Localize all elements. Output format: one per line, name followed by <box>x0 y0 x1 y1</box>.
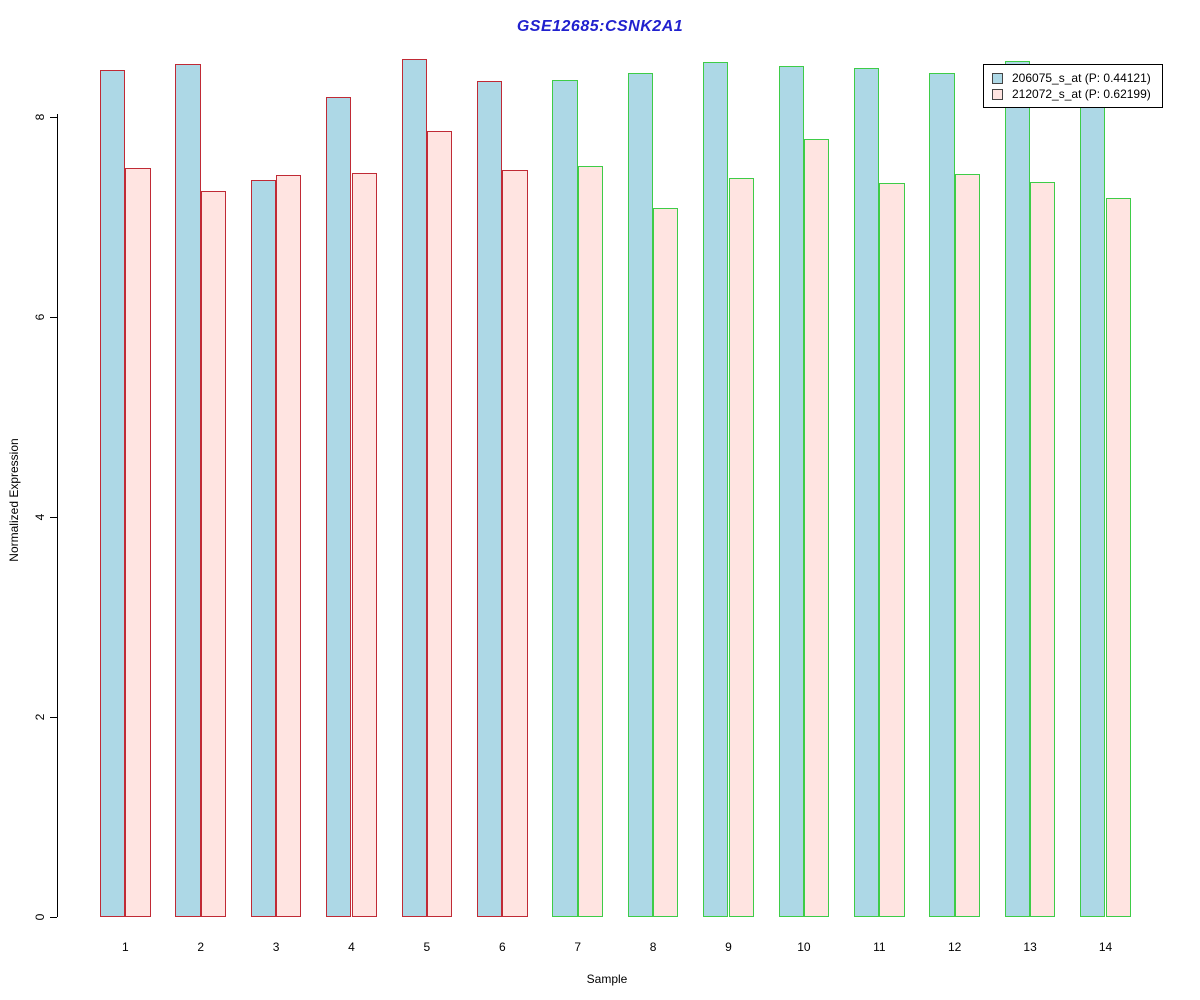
y-tick-label-4: 4 <box>33 513 47 521</box>
x-category-label-7: 7 <box>574 940 582 954</box>
chart-title: GSE12685:CSNK2A1 <box>516 18 684 35</box>
x-category-label-9: 9 <box>725 940 732 954</box>
y-axis-line <box>57 114 58 917</box>
bar-212072_s_at-sample-3 <box>276 175 302 917</box>
x-category-label-2: 2 <box>197 940 205 954</box>
legend-swatch-blue <box>992 72 1003 84</box>
bar-206075_s_at-sample-11 <box>854 68 880 917</box>
bar-212072_s_at-sample-8 <box>653 208 679 917</box>
x-category-label-12: 12 <box>948 940 962 954</box>
x-category-label-1: 1 <box>121 940 129 954</box>
x-category-label-5: 5 <box>423 940 431 954</box>
bar-206075_s_at-sample-7 <box>552 80 578 917</box>
y-tick-label-8: 8 <box>33 113 47 121</box>
bar-206075_s_at-sample-1 <box>100 70 126 917</box>
legend-label: 212072_s_at (P: 0.62199) <box>1012 87 1151 101</box>
bar-206075_s_at-sample-5 <box>401 59 427 917</box>
bar-212072_s_at-sample-4 <box>351 173 377 917</box>
y-tick-label-0: 0 <box>33 913 47 921</box>
x-category-label-14: 14 <box>1098 940 1113 954</box>
y-tick-8 <box>50 117 57 118</box>
x-category-label-13: 13 <box>1023 940 1037 954</box>
x-category-label-11: 11 <box>873 940 886 954</box>
legend-item-206075: 206075_s_at (P: 0.44121) <box>992 70 1156 86</box>
bar-206075_s_at-sample-14 <box>1080 72 1106 917</box>
y-axis-title: Normalized Expression <box>7 438 21 562</box>
bar-212072_s_at-sample-13 <box>1030 182 1056 917</box>
bar-212072_s_at-sample-11 <box>879 183 905 917</box>
bar-206075_s_at-sample-4 <box>326 97 352 917</box>
y-tick-2 <box>50 717 57 718</box>
bar-206075_s_at-sample-8 <box>627 73 654 917</box>
x-category-label-6: 6 <box>498 940 506 954</box>
bar-206075_s_at-sample-9 <box>703 62 729 917</box>
x-category-label-3: 3 <box>272 940 280 954</box>
y-tick-6 <box>50 317 57 318</box>
bar-212072_s_at-sample-5 <box>426 131 453 917</box>
bar-206075_s_at-sample-12 <box>929 73 955 917</box>
bar-212072_s_at-sample-14 <box>1105 198 1131 917</box>
bar-212072_s_at-sample-1 <box>125 168 151 917</box>
bar-206075_s_at-sample-10 <box>778 66 804 917</box>
bar-212072_s_at-sample-6 <box>502 170 528 917</box>
bar-212072_s_at-sample-10 <box>803 139 830 917</box>
bar-206075_s_at-sample-2 <box>175 64 201 917</box>
legend-swatch-pink <box>992 88 1003 100</box>
x-axis-title: Sample <box>586 972 628 986</box>
bar-212072_s_at-sample-12 <box>954 174 980 917</box>
x-category-label-10: 10 <box>797 940 811 954</box>
y-tick-label-2: 2 <box>33 713 47 721</box>
x-category-label-4: 4 <box>348 940 355 954</box>
legend-item-212072: 212072_s_at (P: 0.62199) <box>992 86 1156 102</box>
bar-212072_s_at-sample-9 <box>728 178 754 917</box>
bar-206075_s_at-sample-3 <box>250 180 277 917</box>
y-tick-label-6: 6 <box>33 313 47 321</box>
bar-212072_s_at-sample-2 <box>200 191 226 917</box>
y-tick-4 <box>50 517 57 518</box>
bar-212072_s_at-sample-7 <box>577 166 603 917</box>
bar-206075_s_at-sample-13 <box>1004 61 1031 917</box>
bar-206075_s_at-sample-6 <box>477 81 503 917</box>
y-tick-0 <box>50 917 57 918</box>
legend-label: 206075_s_at (P: 0.44121) <box>1012 71 1151 85</box>
legend: 206075_s_at (P: 0.44121) 212072_s_at (P:… <box>983 64 1163 108</box>
x-category-label-8: 8 <box>649 940 657 954</box>
